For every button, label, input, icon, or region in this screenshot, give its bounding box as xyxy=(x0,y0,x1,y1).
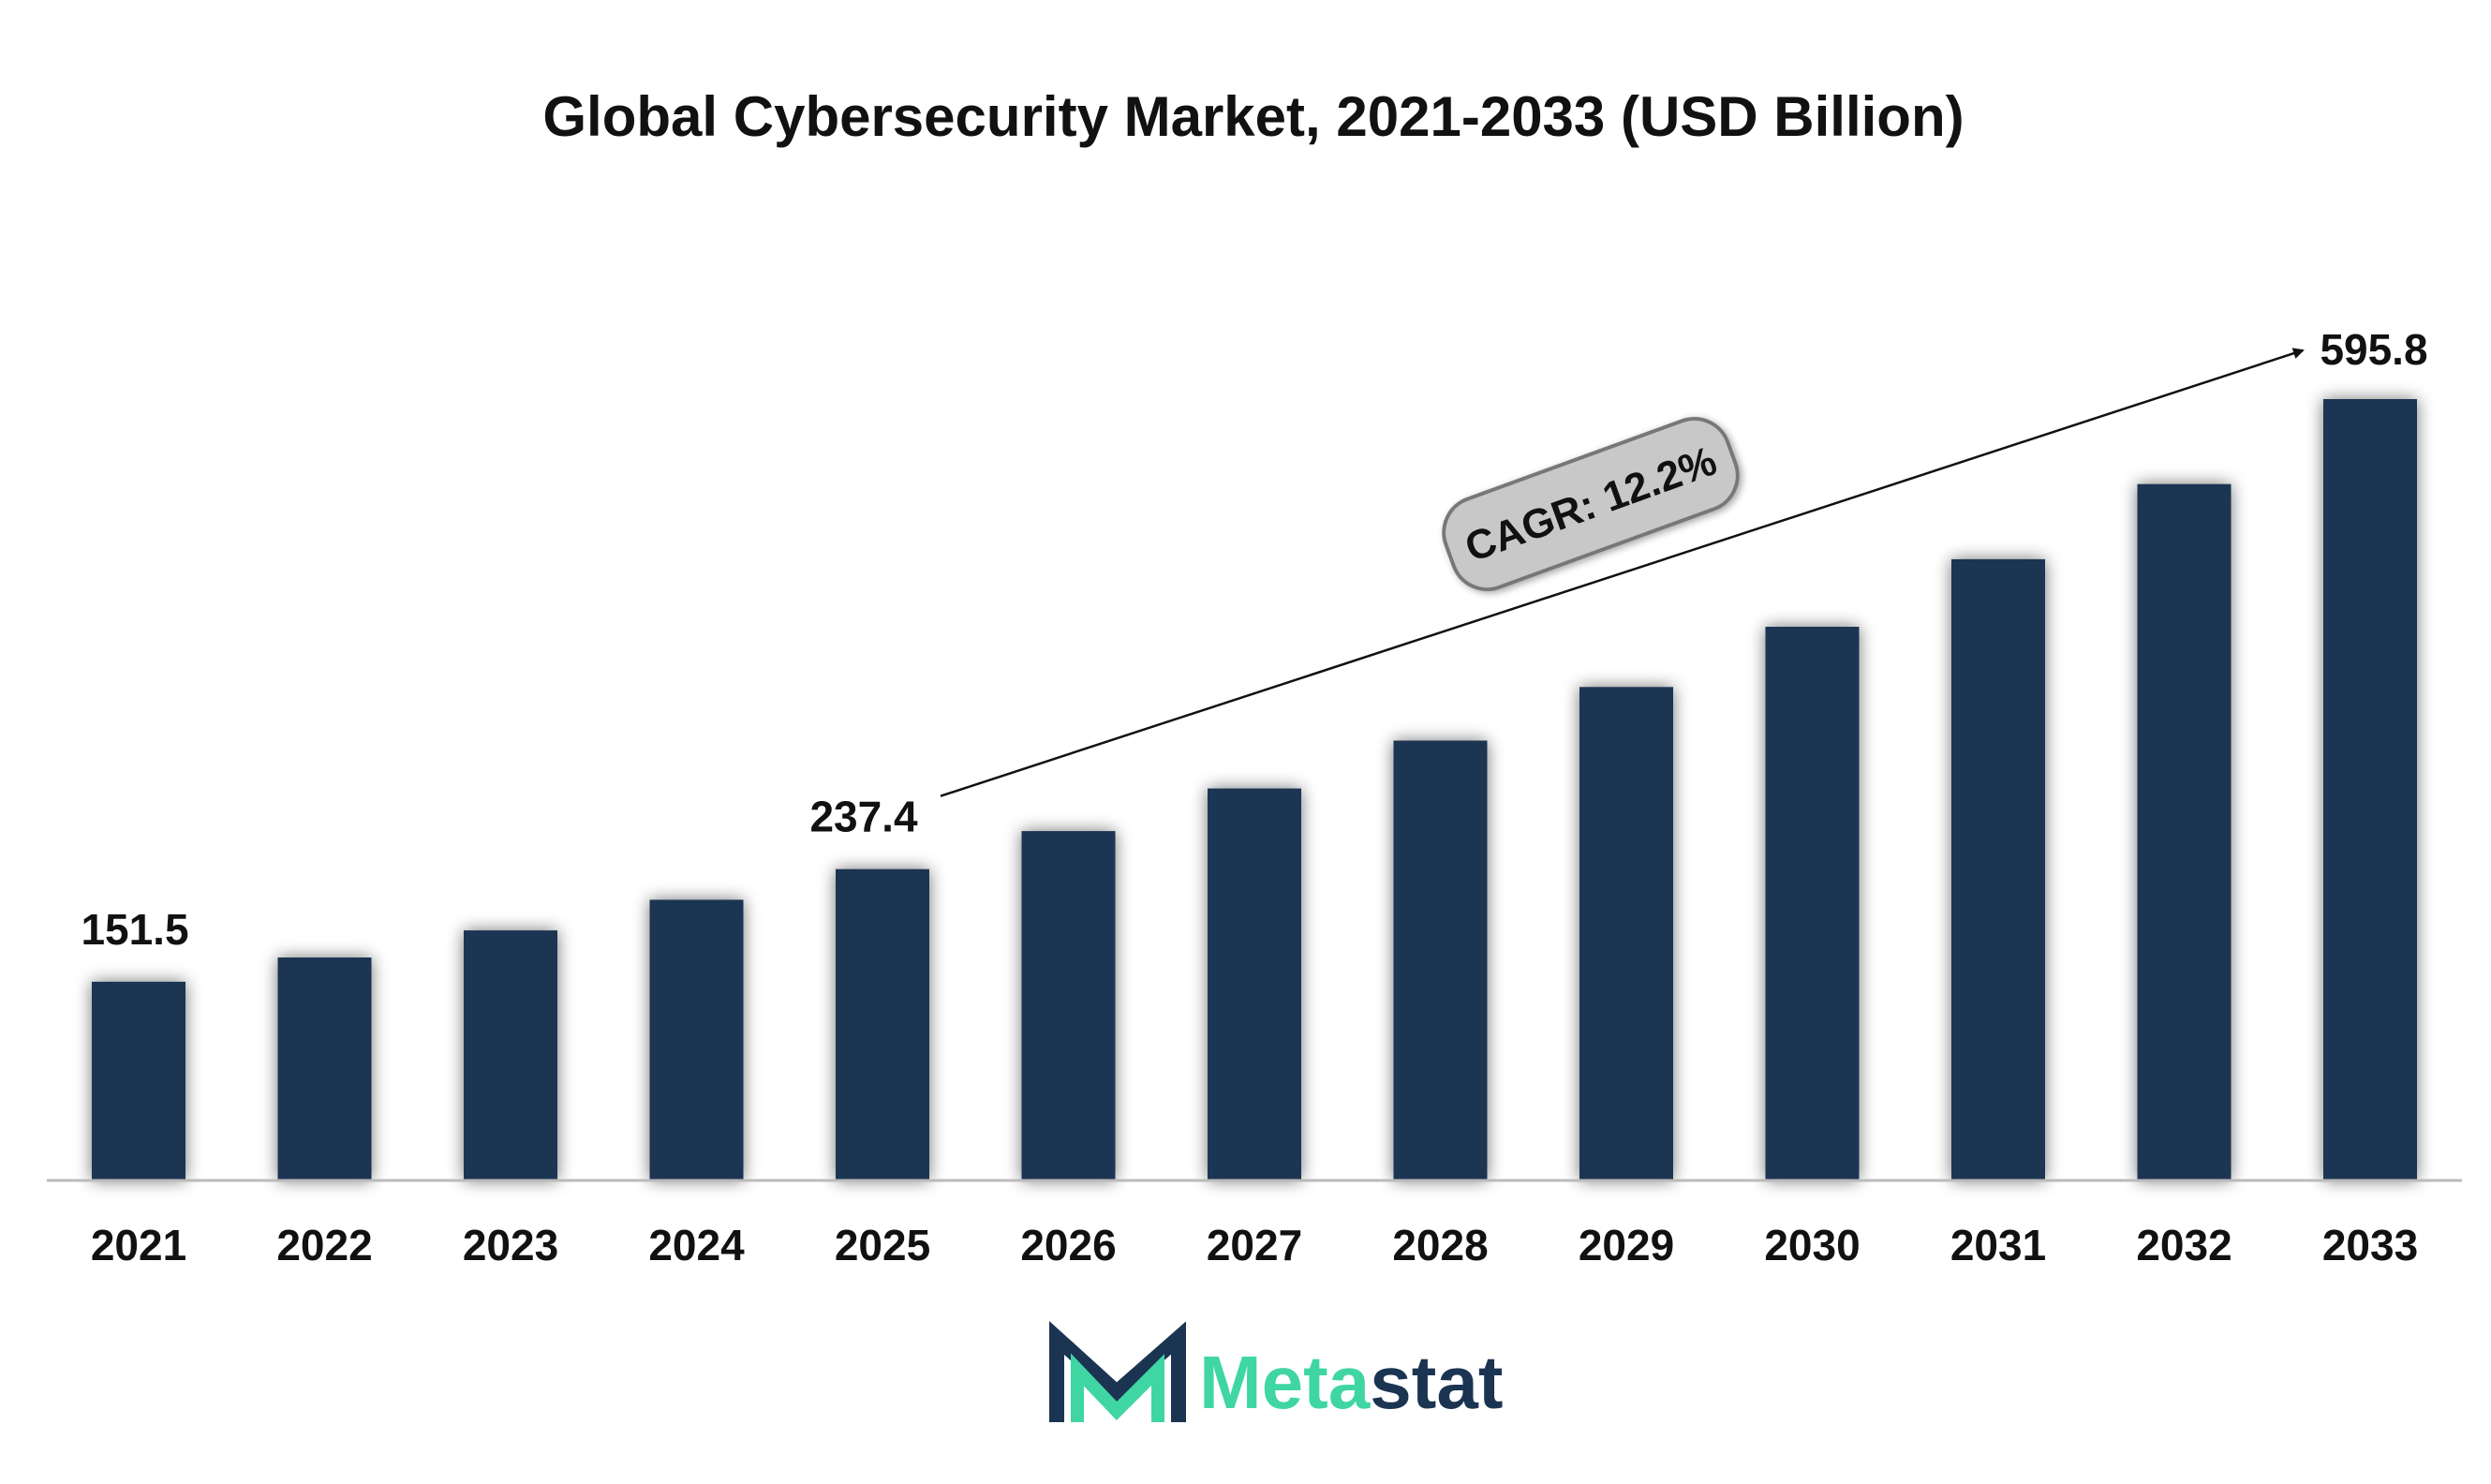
bar-2027 xyxy=(1208,788,1301,1180)
x-tick-2025: 2025 xyxy=(835,1221,930,1269)
logo-text: Metastat xyxy=(1199,1341,1504,1424)
bar-2025 xyxy=(836,868,929,1180)
bar-2033 xyxy=(2323,399,2417,1180)
bar-2028 xyxy=(1393,740,1488,1180)
x-tick-labels: 2021 2022 2023 2024 2025 2026 2027 2028 2029 2030… xyxy=(91,1221,2418,1269)
x-tick-2023: 2023 xyxy=(463,1221,558,1269)
bar-2029 xyxy=(1579,687,1673,1180)
metastat-logo-icon xyxy=(1049,1320,1186,1422)
x-tick-2029: 2029 xyxy=(1579,1221,1674,1269)
x-tick-2022: 2022 xyxy=(276,1221,372,1269)
data-label-2021: 151.5 xyxy=(81,905,188,954)
data-labels: 151.5 237.4 595.8 xyxy=(81,325,2427,954)
bar-2024 xyxy=(649,899,744,1180)
x-tick-2030: 2030 xyxy=(1764,1221,1860,1269)
logo-text-stat: stat xyxy=(1370,1341,1503,1424)
data-label-2033: 595.8 xyxy=(2320,325,2427,374)
x-tick-2024: 2024 xyxy=(648,1221,745,1269)
cagr-arrow xyxy=(940,348,2305,797)
x-tick-2031: 2031 xyxy=(1950,1221,2046,1269)
x-tick-2021: 2021 xyxy=(91,1221,186,1269)
data-label-2025: 237.4 xyxy=(809,793,918,841)
x-tick-2032: 2032 xyxy=(2136,1221,2232,1269)
bar-2022 xyxy=(277,957,372,1180)
x-tick-2028: 2028 xyxy=(1392,1221,1488,1269)
bar-2030 xyxy=(1765,627,1860,1180)
logo: Metastat xyxy=(1049,1320,1504,1424)
logo-text-meta: Meta xyxy=(1199,1341,1371,1424)
cagr-badge: CAGR: 12.2% xyxy=(1442,416,1740,592)
bars-layer xyxy=(92,399,2417,1180)
bar-2032 xyxy=(2137,483,2232,1180)
bar-2021 xyxy=(92,981,185,1180)
x-tick-2033: 2033 xyxy=(2322,1221,2418,1269)
bar-2026 xyxy=(1021,831,1116,1180)
bar-2023 xyxy=(464,930,557,1180)
x-tick-2026: 2026 xyxy=(1020,1221,1116,1269)
bar-2031 xyxy=(1951,558,2045,1180)
cagr-badge-shape xyxy=(1442,416,1740,592)
x-tick-2027: 2027 xyxy=(1207,1221,1302,1269)
chart-title: Global Cybersecurity Market, 2021-2033 (… xyxy=(542,85,1964,148)
